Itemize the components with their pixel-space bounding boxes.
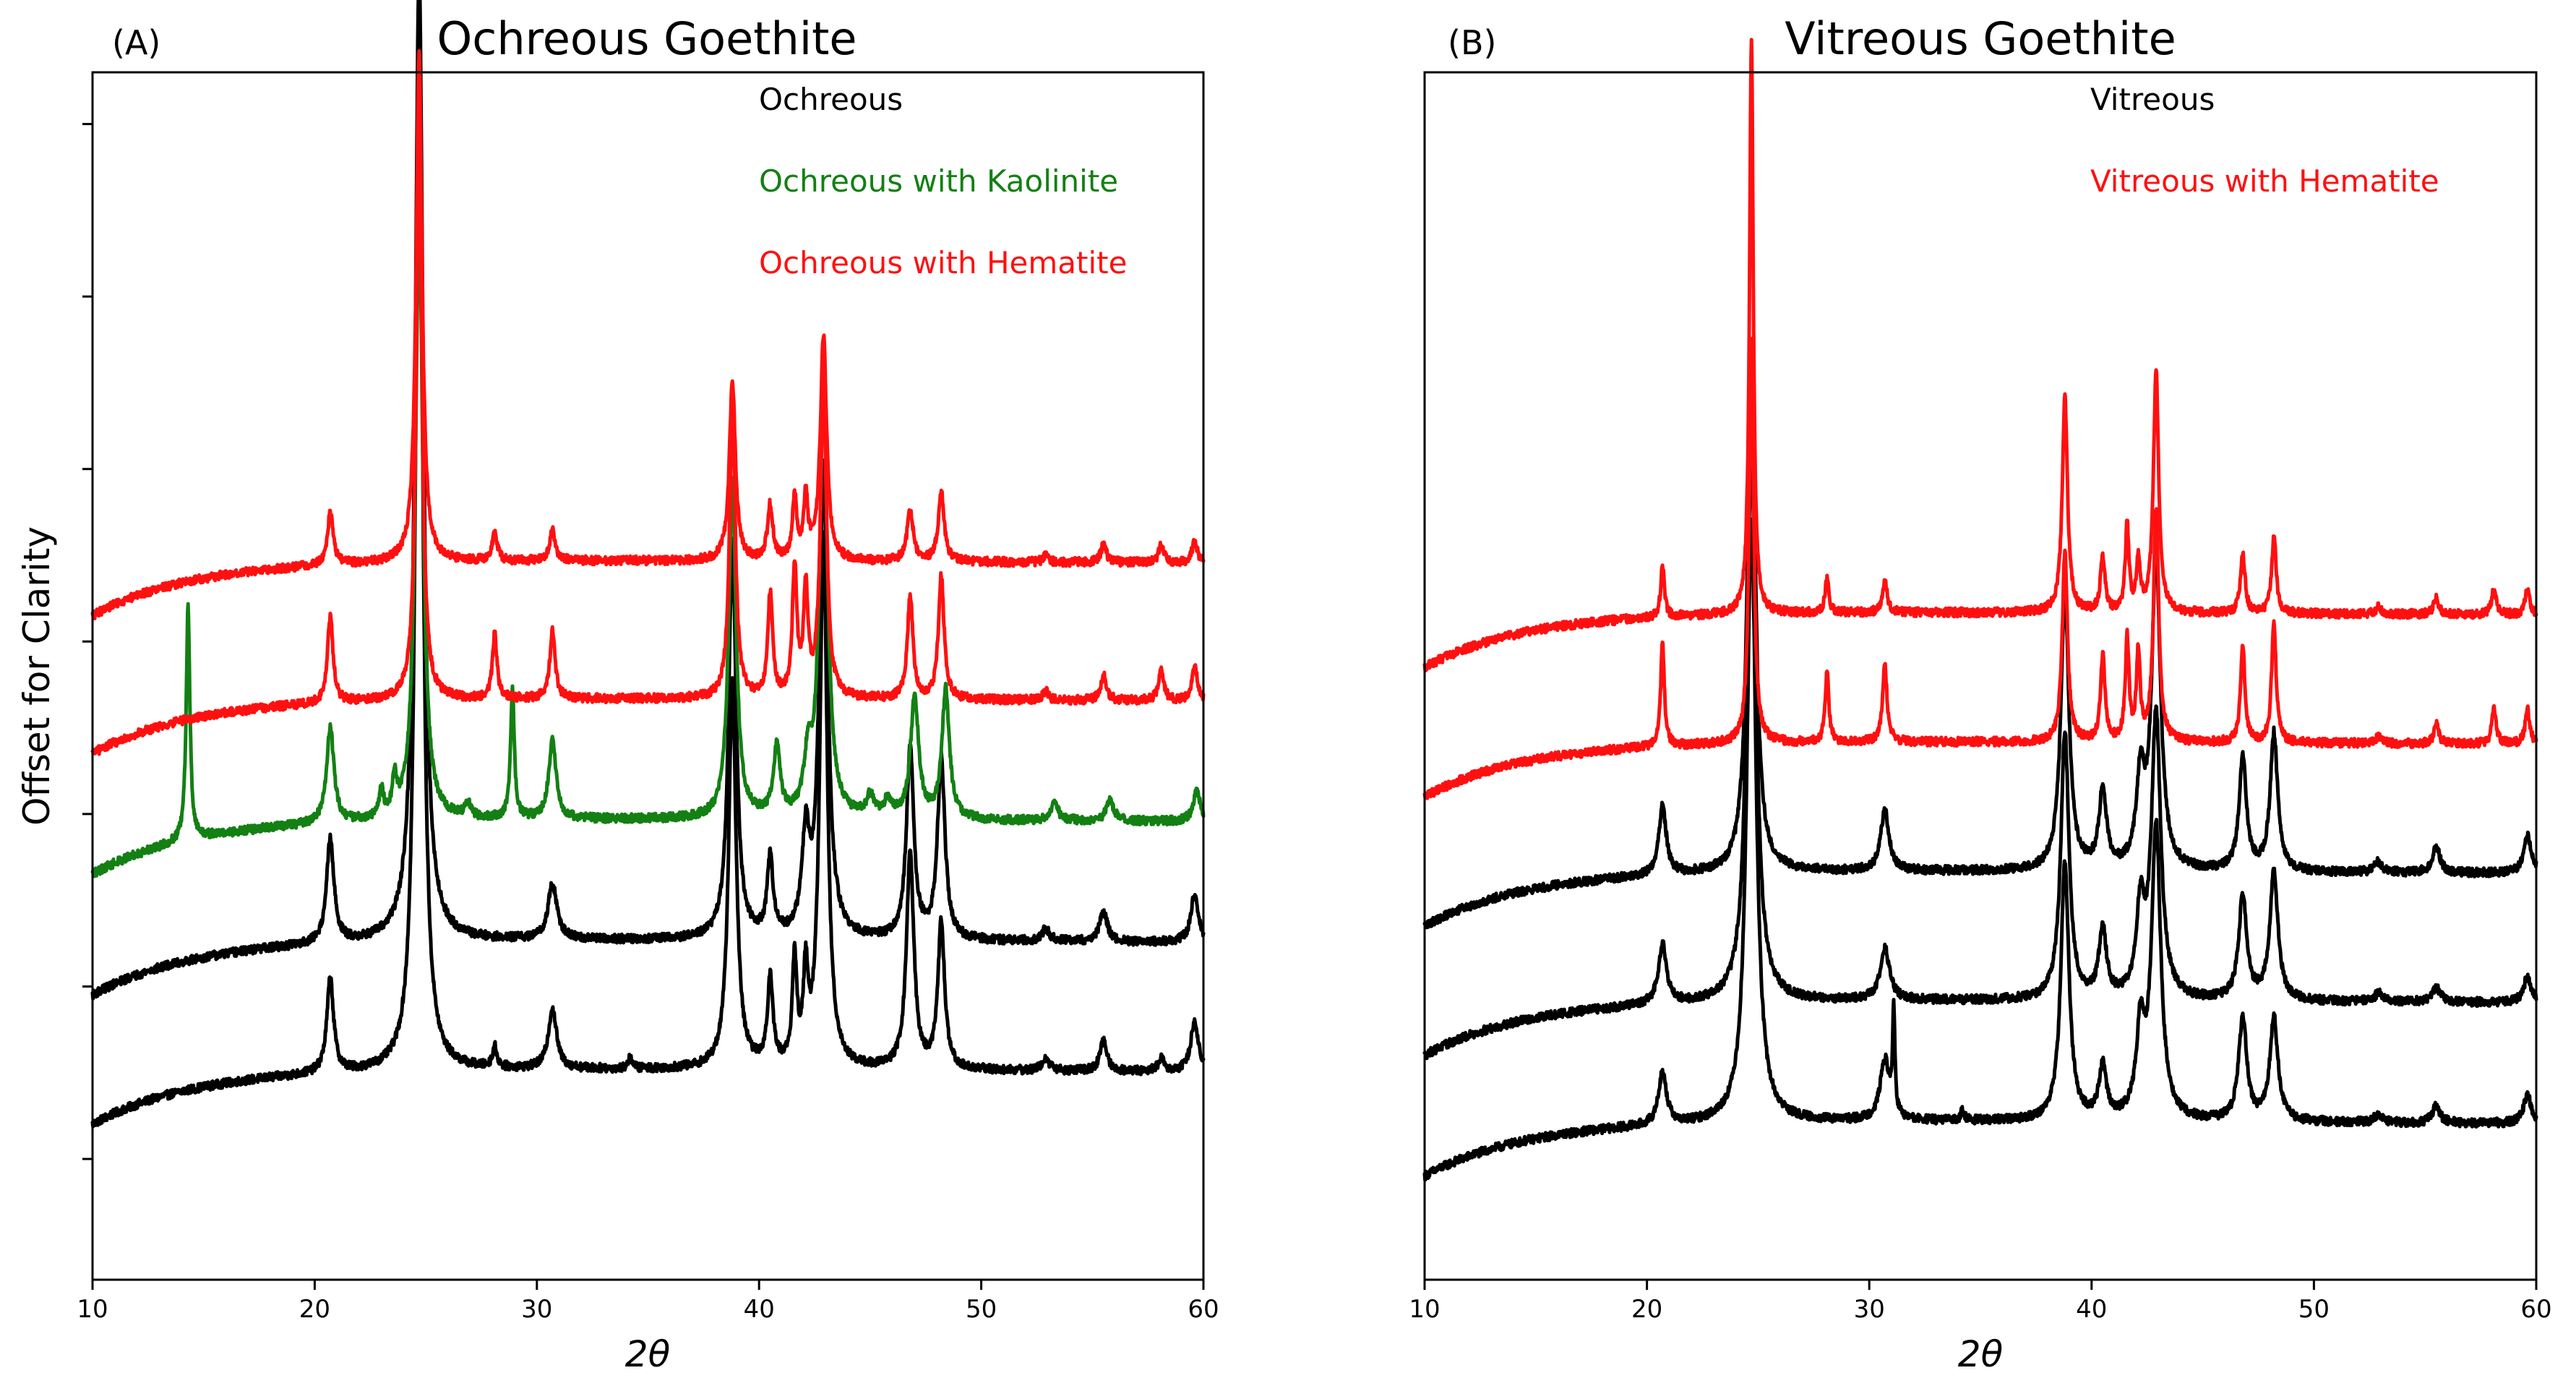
- y-axis-label: Offset for Clarity: [16, 526, 58, 826]
- panel-a-traces: [90, 0, 1206, 1129]
- panel-a-trace-ochreous-2: [90, 0, 1206, 1001]
- panel-b-trace-vitreous-3: [1422, 351, 2538, 930]
- panel-b-x-axis-label: 2θ: [1958, 1333, 2003, 1375]
- panel-b-trace-vitreous-2: [1422, 450, 2538, 1061]
- panel-b-x-tick-label-50: 50: [2298, 1295, 2330, 1324]
- panel-b-title: Vitreous Goethite: [1785, 12, 2176, 65]
- panel-b-x-tick-label-60: 60: [2520, 1295, 2551, 1324]
- panel-b-trace-vitreous-1: [1422, 518, 2538, 1182]
- panel-b-trace-vitreous-with-hematite-2: [1422, 38, 2538, 672]
- legend-vitreous-with-hematite: Vitreous with Hematite: [2090, 163, 2439, 199]
- panel-b-x-tick-label-30: 30: [1854, 1295, 1885, 1324]
- panel-a-axes-frame: [91, 71, 1205, 1281]
- panel-a-x-tick-label-40: 40: [744, 1295, 775, 1324]
- panel-a-trace-ochreous-with-hematite-1: [90, 115, 1206, 756]
- panel-a-x-ticks: 10 20 30 40 50 60: [77, 1280, 1219, 1324]
- panel-b-x-tick-label-20: 20: [1631, 1295, 1662, 1324]
- panel-a-trace-ochreous-with-kaolinite: [90, 215, 1206, 878]
- panel-b-trace-vitreous-with-hematite-1: [1422, 336, 2538, 800]
- panel-a-legend: Ochreous Ochreous with Kaolinite Ochreou…: [759, 82, 1127, 281]
- legend-ochreous-with-hematite: Ochreous with Hematite: [759, 245, 1127, 281]
- panel-a: (A) Ochreous Goethite 10 20 30 40 50 60 2θ Of…: [16, 0, 1219, 1375]
- panel-a-y-ticks: [82, 123, 93, 1160]
- panel-a-x-tick-label-20: 20: [299, 1295, 330, 1324]
- panel-b: (B) Vitreous Goethite 10 20 30 40 50 60 2θ Vi…: [1409, 12, 2551, 1375]
- panel-a-trace-ochreous-with-hematite-2: [90, 49, 1206, 620]
- panel-b-traces: [1422, 38, 2538, 1182]
- panel-a-x-axis-label: 2θ: [625, 1333, 670, 1375]
- legend-vitreous: Vitreous: [2090, 82, 2215, 117]
- panel-b-x-tick-label-40: 40: [2076, 1295, 2107, 1324]
- panel-a-trace-ochreous-1: [90, 54, 1206, 1129]
- panel-a-x-tick-label-30: 30: [521, 1295, 552, 1324]
- panel-a-x-tick-label-10: 10: [77, 1295, 108, 1324]
- panel-a-title: Ochreous Goethite: [437, 12, 856, 65]
- legend-ochreous: Ochreous: [759, 82, 903, 117]
- panel-a-x-tick-label-60: 60: [1188, 1295, 1219, 1324]
- panel-b-label: (B): [1448, 23, 1496, 62]
- panel-b-axes-frame: [1423, 71, 2538, 1281]
- panel-b-x-ticks: 10 20 30 40 50 60: [1409, 1280, 2552, 1324]
- panel-b-legend: Vitreous Vitreous with Hematite: [2090, 82, 2439, 199]
- legend-ochreous-with-kaolinite: Ochreous with Kaolinite: [759, 163, 1118, 199]
- panel-a-label: (A): [112, 23, 160, 62]
- panel-b-x-tick-label-10: 10: [1409, 1295, 1440, 1324]
- panel-a-x-tick-label-50: 50: [966, 1295, 997, 1324]
